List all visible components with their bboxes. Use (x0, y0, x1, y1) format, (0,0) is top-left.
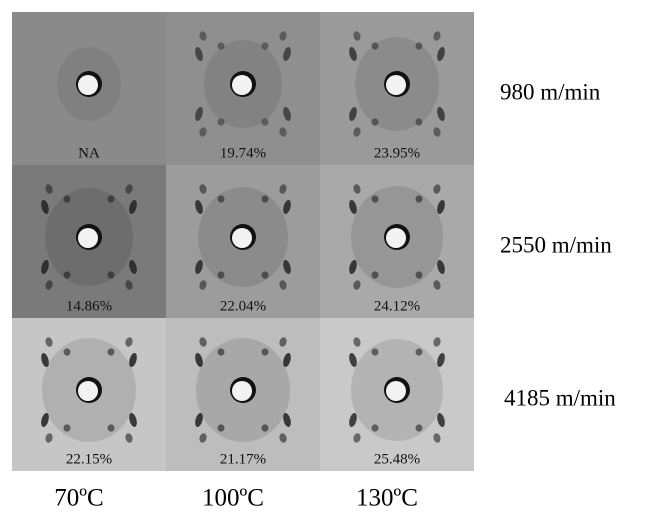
diffraction-pattern: 14.86% (12, 165, 166, 318)
figure: NA 19.74% 23.95% 980 m/min 14.86% 22.04% 24.12… (0, 0, 648, 518)
beam-stop (386, 75, 406, 95)
diffraction-pattern: 21.17% (166, 318, 320, 471)
cell-label: 14.86% (66, 298, 112, 314)
row-label: 4185 m/min (504, 385, 616, 410)
row-label: 2550 m/min (500, 232, 612, 257)
diffraction-pattern: 22.15% (12, 318, 166, 471)
cell-label: 19.74% (220, 145, 266, 161)
beam-stop (78, 228, 98, 248)
beam-stop (232, 228, 252, 248)
diffraction-pattern: 22.04% (166, 165, 320, 318)
column-label: 70ºC (54, 485, 103, 512)
cell-label: 22.04% (220, 298, 266, 314)
diffraction-pattern: 24.12% (320, 165, 474, 318)
diffraction-pattern: 19.74% (166, 12, 320, 165)
cell-label: NA (78, 145, 100, 161)
diffraction-pattern: NA (12, 12, 166, 165)
beam-stop (232, 75, 252, 95)
cell-label: 24.12% (374, 298, 420, 314)
beam-stop (386, 381, 406, 401)
cell-label: 23.95% (374, 145, 420, 161)
beam-stop (232, 381, 252, 401)
row-label: 980 m/min (500, 79, 601, 104)
beam-stop (386, 228, 406, 248)
cell-label: 21.17% (220, 451, 266, 467)
beam-stop (78, 381, 98, 401)
column-label: 130ºC (356, 485, 418, 512)
diffraction-pattern: 23.95% (320, 12, 474, 165)
beam-stop (78, 75, 98, 95)
cell-label: 25.48% (374, 451, 420, 467)
diffraction-pattern: 25.48% (320, 318, 474, 471)
cell-label: 22.15% (66, 451, 112, 467)
column-label: 100ºC (202, 485, 264, 512)
